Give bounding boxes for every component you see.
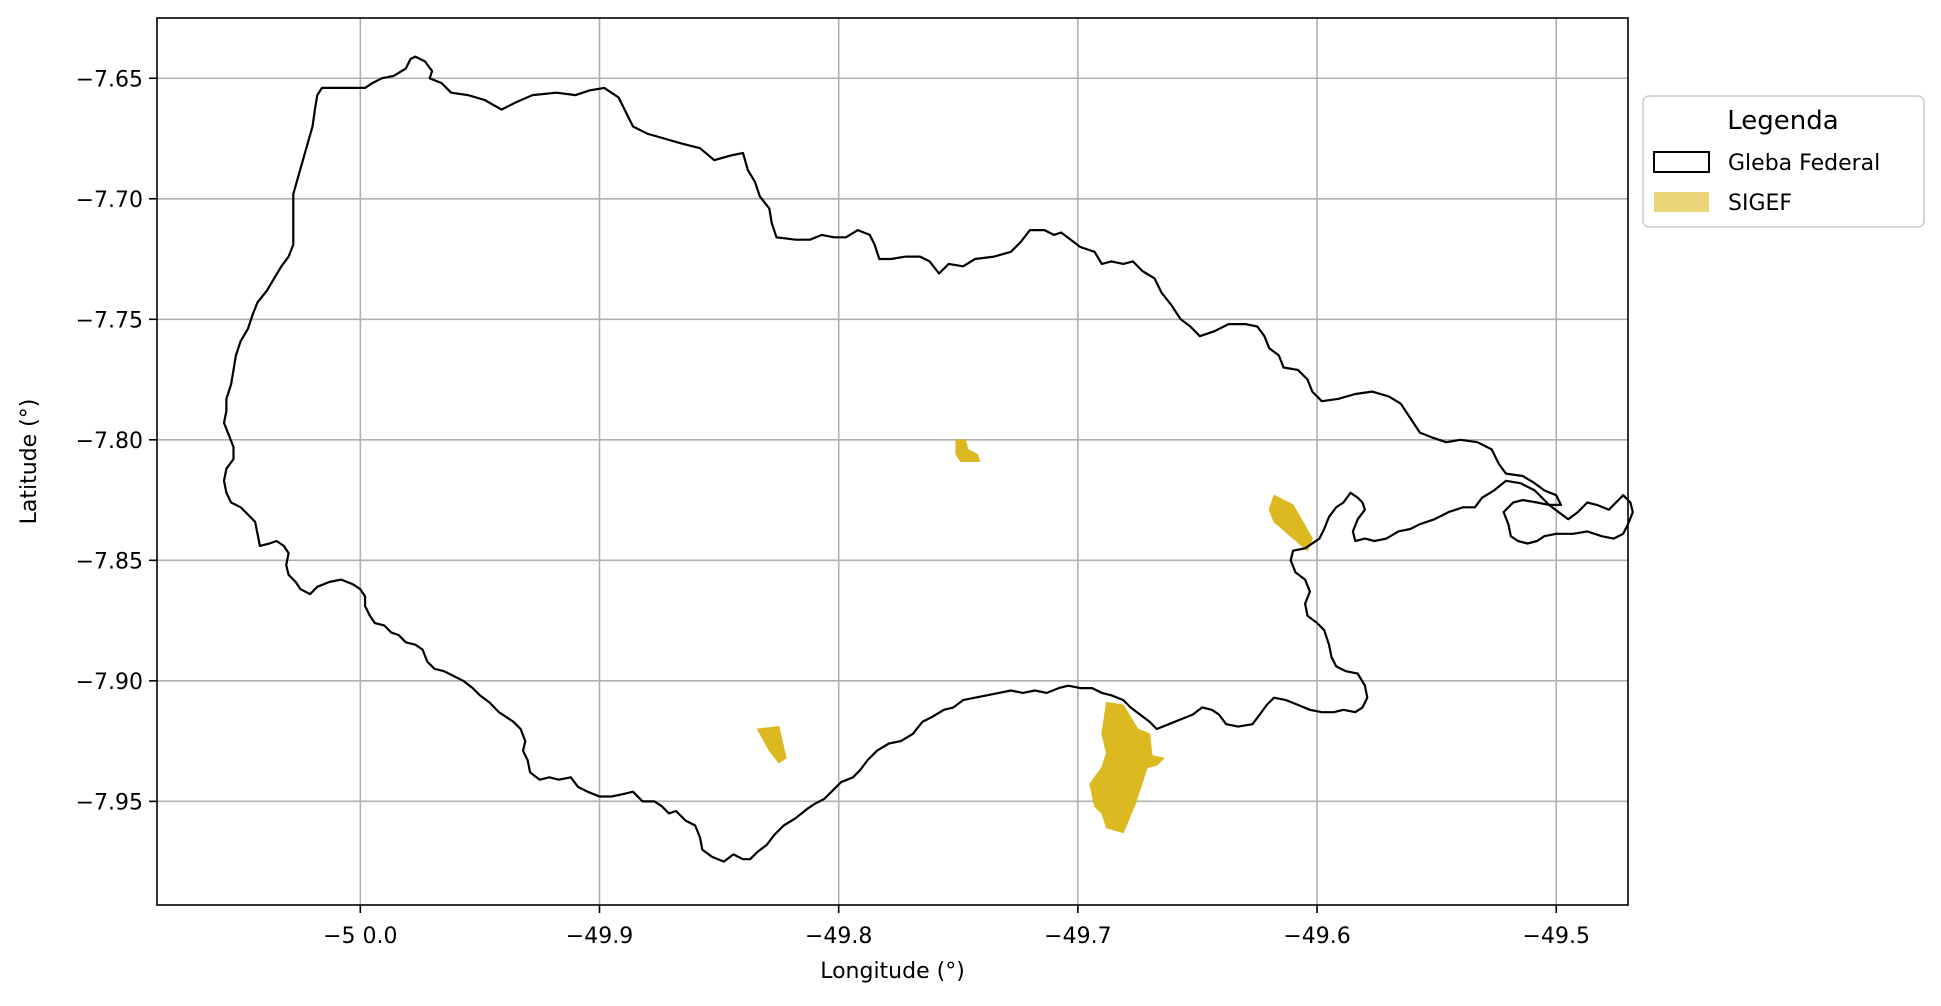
legend-label-gleba-federal: Gleba Federal — [1728, 151, 1880, 176]
y-tick-label: −7.65 — [76, 67, 143, 92]
y-tick-label: −7.85 — [76, 549, 143, 574]
y-tick-label: −7.95 — [76, 790, 143, 815]
x-tick-label: −49.9 — [566, 924, 633, 949]
y-axis-label: Latitude (°) — [17, 399, 42, 525]
x-tick-label: −49.7 — [1044, 924, 1111, 949]
y-tick-label: −7.90 — [76, 670, 143, 695]
x-tick-label: −5 0.0 — [323, 924, 397, 949]
legend-swatch-sigef — [1654, 192, 1709, 212]
plot-area-frame — [156, 17, 1629, 906]
y-tick-label: −7.75 — [76, 308, 143, 333]
sigef-parcel-2 — [756, 726, 787, 764]
x-axis-label: Longitude (°) — [820, 959, 965, 984]
legend: Legenda Gleba Federal SIGEF — [1642, 95, 1925, 228]
x-tick-label: −49.5 — [1523, 924, 1590, 949]
gridlines — [157, 18, 1628, 905]
legend-swatch-gleba-federal — [1653, 151, 1710, 173]
sigef-parcel-4 — [1089, 701, 1166, 834]
legend-label-sigef: SIGEF — [1728, 191, 1792, 216]
y-tick-label: −7.80 — [76, 429, 143, 454]
legend-title: Legenda — [1727, 106, 1838, 136]
legend-box — [1642, 95, 1925, 228]
gleba-federal-boundary — [222, 55, 1634, 863]
gleba-federal-layer — [222, 55, 1634, 863]
x-tick-label: −49.6 — [1283, 924, 1350, 949]
x-tick-label: −49.8 — [805, 924, 872, 949]
sigef-parcel-1 — [955, 439, 981, 462]
sigef-layer — [756, 439, 1313, 834]
x-axis-ticks: −5 0.0 −49.9 −49.8 −49.7 −49.6 −49.5 — [323, 905, 1590, 949]
sigef-parcel-3 — [1268, 494, 1313, 552]
y-tick-label: −7.70 — [76, 188, 143, 213]
y-axis-ticks: −7.65 −7.70 −7.75 −7.80 −7.85 −7.90 −7.95 — [76, 67, 157, 815]
